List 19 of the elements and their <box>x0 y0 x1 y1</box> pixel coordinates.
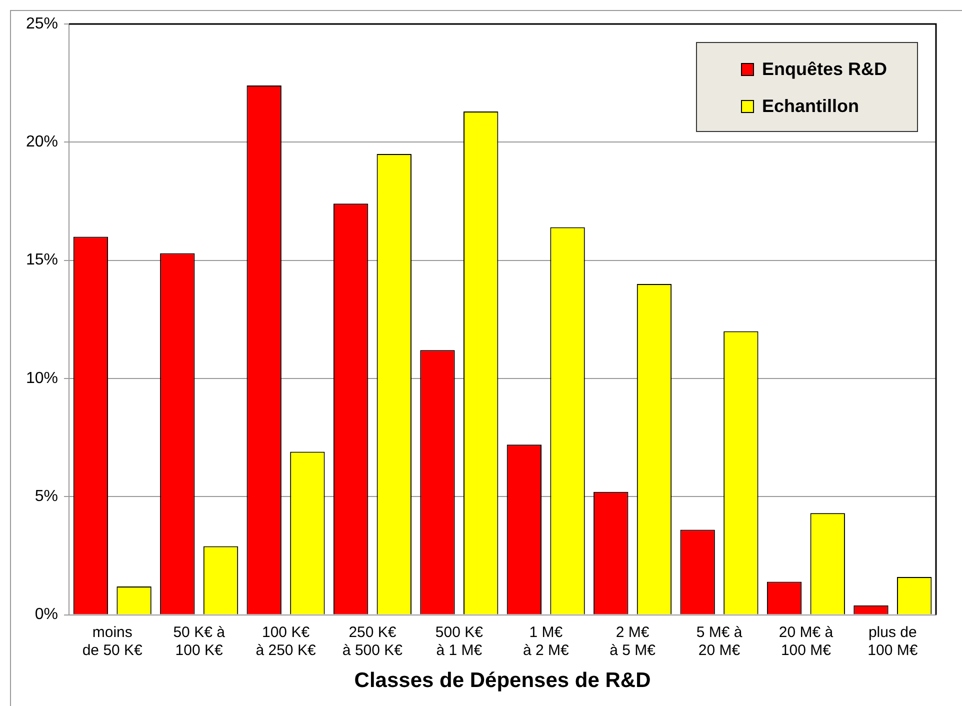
legend-label: Echantillon <box>761 95 860 118</box>
x-tick-label: 500 K€ à 1 M€ <box>435 624 484 659</box>
y-tick-label: 25% <box>26 15 58 32</box>
legend-label: Enquêtes R&D <box>761 58 888 81</box>
y-tick-label: 15% <box>26 252 58 269</box>
y-tick-label: 20% <box>26 134 58 151</box>
x-tick-label: 5 M€ à 20 M€ <box>696 624 743 659</box>
y-tick-label: 5% <box>34 488 58 506</box>
x-tick-label: 20 M€ à 100 M€ <box>778 624 834 659</box>
x-tick-label: moins de 50 K€ <box>82 624 144 659</box>
x-tick-label: 100 K€ à 250 K€ <box>256 624 316 659</box>
x-tick-label: 2 M€ à 5 M€ <box>610 624 656 659</box>
x-tick-label: 250 K€ à 500 K€ <box>342 624 404 659</box>
y-tick-label: 0% <box>34 606 58 624</box>
x-tick-label: 1 M€ à 2 M€ <box>522 624 570 659</box>
x-tick-label: plus de 100 M€ <box>868 624 918 659</box>
y-tick-label: 10% <box>26 370 58 387</box>
x-axis-title: Classes de Dépenses de R&D <box>354 669 651 692</box>
x-tick-label: 50 K€ à 100 K€ <box>173 624 226 659</box>
